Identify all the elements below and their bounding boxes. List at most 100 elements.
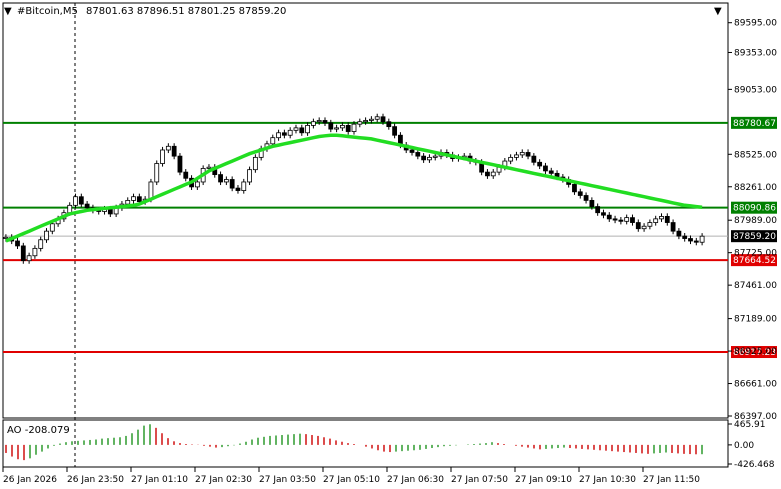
candle-body <box>415 152 421 157</box>
candle-body <box>392 126 398 136</box>
candle-body <box>508 156 514 162</box>
candle-body <box>514 154 519 158</box>
candle-body <box>177 155 183 173</box>
candle-body <box>653 218 659 223</box>
price-tick-label: 89353.00 <box>734 48 777 58</box>
candle-body <box>537 161 543 167</box>
candle-body <box>519 152 525 156</box>
candle-body <box>380 116 386 123</box>
candle-body <box>490 171 496 177</box>
candle-body <box>583 195 589 201</box>
candle-body <box>154 163 160 183</box>
chart-scroll-arrow-icon[interactable]: ▼ <box>714 6 722 17</box>
candle-body <box>635 222 641 230</box>
candle-body <box>78 196 84 205</box>
candle-body <box>293 127 299 131</box>
candle-body <box>206 166 212 169</box>
candle-body <box>595 206 601 214</box>
candle-body <box>241 181 247 191</box>
candle-body <box>670 222 676 232</box>
candle-body <box>676 230 682 237</box>
time-tick-label: 26 Jan 23:50 <box>67 475 124 485</box>
candle-body <box>247 169 252 183</box>
price-tick-label: 87989.00 <box>734 216 777 226</box>
price-tick-label: 89595.00 <box>734 19 777 29</box>
main-plot-frame <box>2 2 729 419</box>
candle-body <box>276 132 281 139</box>
price-axis: 89595.00 89353.00 89053.00 88525.00 88261.00… <box>728 19 777 422</box>
candle-body <box>299 127 305 134</box>
ao-axis: 465.91 0.00 -426.468 <box>728 420 775 470</box>
dropdown-arrow-icon[interactable]: ▼ <box>4 6 12 17</box>
candle-body <box>125 200 131 205</box>
time-tick-label: 27 Jan 06:30 <box>387 475 444 485</box>
moving-average-line <box>5 133 703 243</box>
candle-body <box>32 247 38 257</box>
candle-body <box>386 121 392 128</box>
candle-body <box>15 240 20 247</box>
candle-body <box>165 145 171 151</box>
candle-body <box>107 208 113 215</box>
price-tick-label: 87725.00 <box>734 249 777 259</box>
time-tick-label: 26 Jan 2026 <box>3 475 57 485</box>
time-tick-label: 27 Jan 03:50 <box>259 475 316 485</box>
ao-plot-frame <box>2 419 729 468</box>
candle-body <box>270 137 276 145</box>
candle-body <box>136 196 142 203</box>
ao-tick-label: 465.91 <box>734 420 766 430</box>
price-tick-label: 86397.00 <box>734 412 777 422</box>
candle-body <box>601 212 606 216</box>
candle-body <box>328 122 334 130</box>
candle-body <box>351 123 357 132</box>
candle-body <box>183 171 189 179</box>
candle-body <box>26 255 32 262</box>
level-label-box <box>731 346 777 359</box>
ao-tick-label: 0.00 <box>734 441 754 451</box>
time-axis: 26 Jan 2026 26 Jan 23:50 27 Jan 01:10 27 Ja… <box>2 467 700 485</box>
price-tick-label: 89053.00 <box>734 85 777 95</box>
level-label: 88780.67 <box>733 119 776 129</box>
price-tick-label: 88261.00 <box>734 183 777 193</box>
candle-body <box>345 124 351 132</box>
candle-body <box>310 121 316 126</box>
candle-body <box>316 120 322 123</box>
candle-body <box>699 235 705 243</box>
time-tick-label: 27 Jan 02:30 <box>195 475 252 485</box>
candle-body <box>525 152 531 157</box>
candle-body <box>38 239 44 249</box>
price-tick-label: 87461.00 <box>734 281 777 291</box>
candle-body <box>606 214 612 220</box>
candle-body <box>252 156 258 171</box>
time-tick-label: 27 Jan 01:10 <box>131 475 188 485</box>
candle-body <box>339 124 345 129</box>
candle-body <box>624 217 630 222</box>
candle-body <box>235 187 241 191</box>
level-label: 88090.86 <box>733 204 776 214</box>
time-tick-label: 27 Jan 11:50 <box>643 475 700 485</box>
candle-body <box>363 120 369 123</box>
candle-body <box>369 118 374 121</box>
ao-tick-label: -426.468 <box>734 460 775 470</box>
candle-body <box>409 149 415 153</box>
time-tick-label: 27 Jan 09:10 <box>515 475 572 485</box>
candle-body <box>641 225 647 230</box>
candle-body <box>659 216 664 220</box>
candle-body <box>223 179 229 183</box>
candle-body <box>305 124 310 134</box>
level-label-box <box>731 116 777 129</box>
level-label-box <box>731 201 777 214</box>
candle-body <box>618 219 624 222</box>
candle-body <box>374 116 380 120</box>
candle-body <box>421 155 427 161</box>
candle-body <box>20 245 26 262</box>
candle-body <box>688 238 693 242</box>
candle-body <box>148 181 154 200</box>
candle-body <box>44 230 49 241</box>
level-label-box <box>731 254 777 267</box>
candle-body <box>427 156 432 161</box>
level-label: 86917.23 <box>733 348 776 358</box>
chart-title: #Bitcoin,M5 <box>17 6 78 17</box>
ohlc-readout: 87801.63 87896.51 87801.25 87859.20 <box>86 6 286 17</box>
candle-body <box>693 240 699 243</box>
